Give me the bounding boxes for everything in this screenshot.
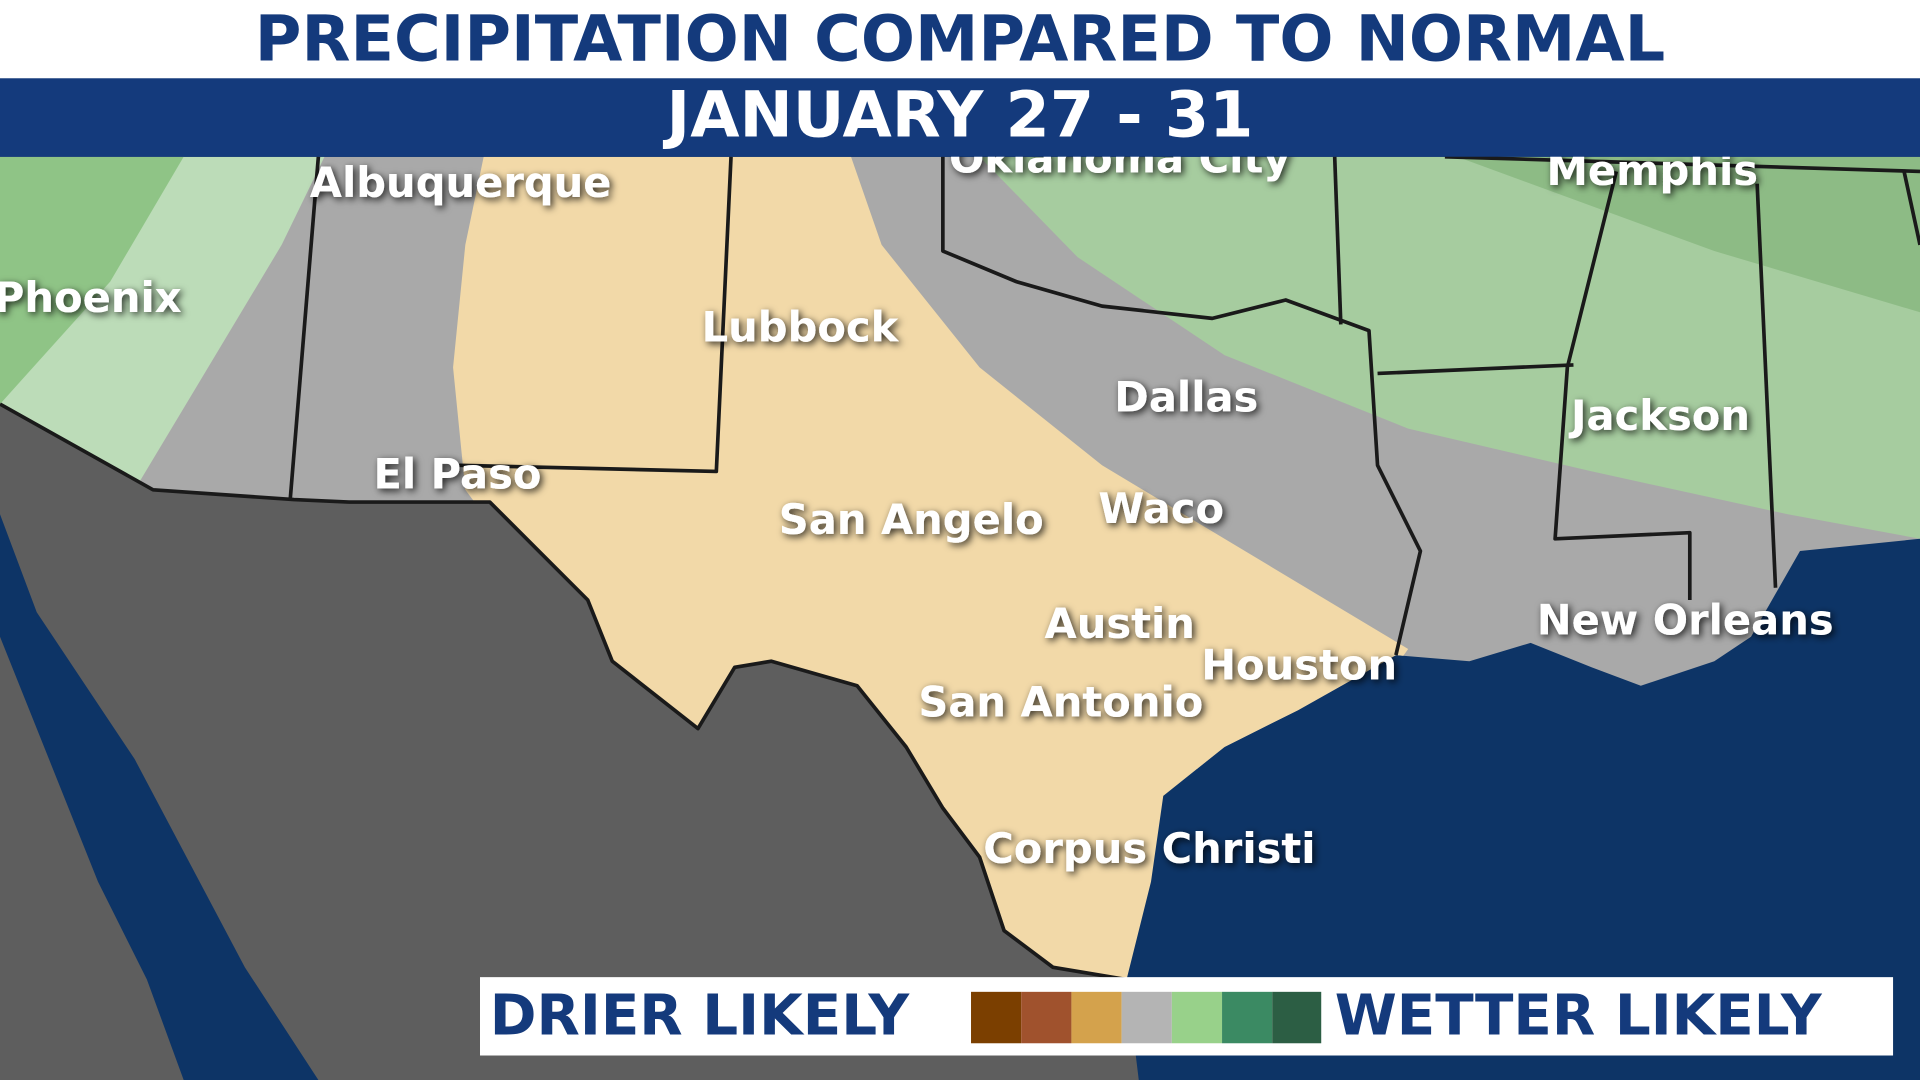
city-label: Austin [1044, 599, 1194, 648]
city-label: San Antonio [918, 677, 1203, 726]
city-label: New Orleans [1537, 595, 1834, 644]
baja [0, 636, 184, 1080]
wetter-zone [0, 156, 184, 405]
legend-swatch [971, 991, 1022, 1044]
city-label: Dallas [1114, 372, 1258, 421]
city-label: Corpus Christi [983, 824, 1315, 873]
state-borders [0, 154, 1920, 982]
subtitle: JANUARY 27 - 31 [663, 78, 1254, 152]
city-label: Albuquerque [310, 158, 612, 207]
legend: DRIER LIKELY WETTER LIKELY [480, 977, 1894, 1056]
city-label: Waco [1098, 484, 1224, 533]
legend-swatch [1121, 991, 1172, 1044]
city-label: Phoenix [0, 273, 182, 322]
legend-left: DRIER LIKELY [490, 983, 911, 1048]
subtitle-band [0, 78, 1920, 157]
legend-swatch [1021, 991, 1072, 1044]
city-label: Lubbock [702, 303, 900, 352]
title: PRECIPITATION COMPARED TO NORMAL [255, 2, 1665, 76]
city-label: San Angelo [779, 495, 1044, 544]
wetter-zone [979, 156, 1920, 539]
city-label: El Paso [373, 450, 541, 499]
legend-swatch [1171, 991, 1223, 1044]
city-labels: Albuquerque Phoenix Lubbock Oklahoma Cit… [0, 134, 1834, 874]
mexico [0, 404, 1139, 1080]
city-label: Houston [1201, 641, 1397, 690]
title-band [0, 0, 1920, 79]
legend-swatch [1071, 991, 1122, 1044]
city-label: Jackson [1568, 391, 1750, 440]
legend-swatch [1222, 991, 1273, 1044]
legend-swatch [1272, 991, 1322, 1044]
legend-right: WETTER LIKELY [1335, 983, 1823, 1048]
wetter-zone [1457, 156, 1920, 313]
